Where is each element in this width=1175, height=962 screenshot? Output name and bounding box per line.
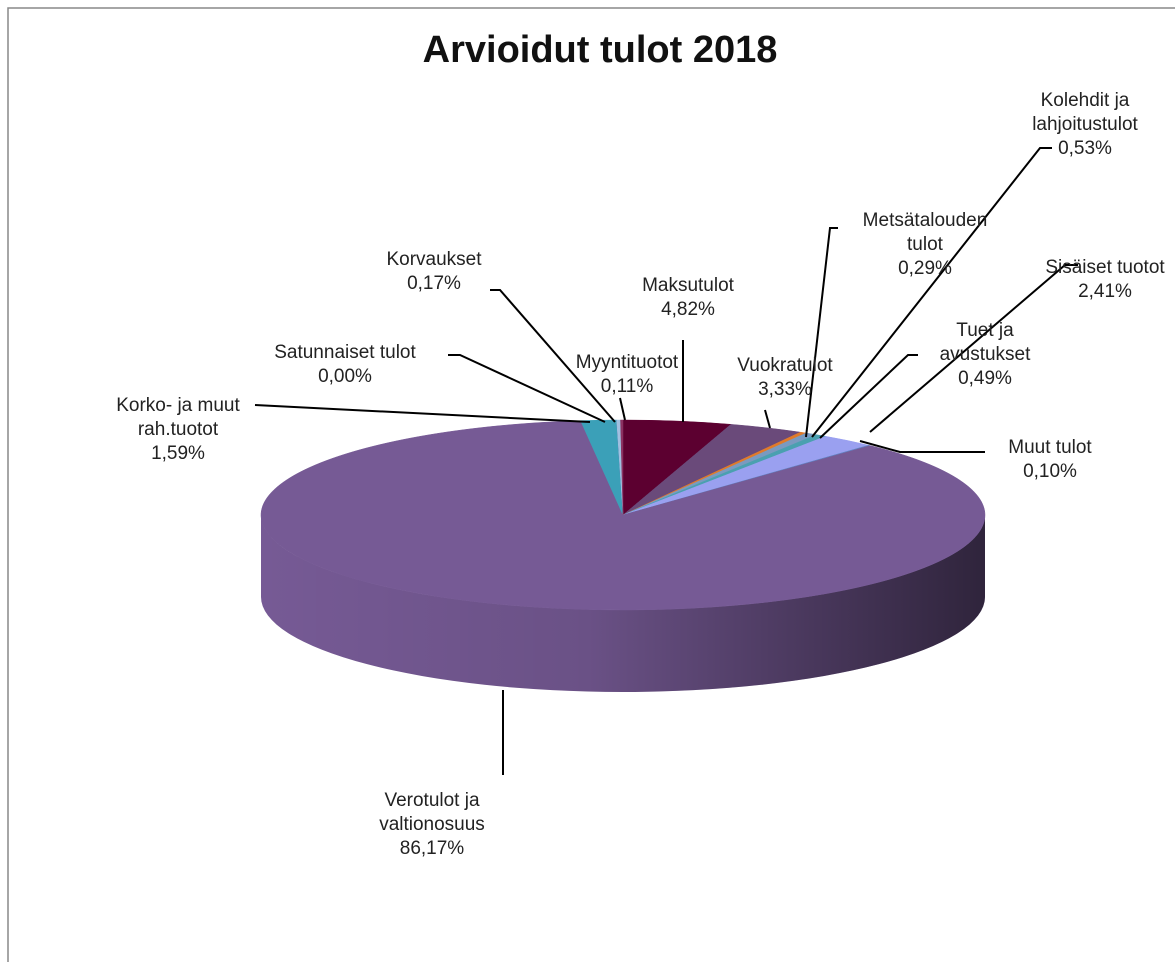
- value-label: 0,10%: [1023, 461, 1077, 482]
- slice-label: Muut tulot 0,10%: [975, 436, 1125, 484]
- category-label: Metsätalouden tulot: [862, 210, 988, 255]
- chart-title: Arvioidut tulot 2018: [423, 29, 778, 71]
- value-label: 0,49%: [958, 368, 1012, 389]
- slice-label: Metsätalouden tulot 0,29%: [845, 209, 1005, 281]
- leader-line: [859, 440, 985, 453]
- slice-label: Korko- ja muut rah.tuotot 1,59%: [91, 394, 266, 466]
- value-label: 4,82%: [661, 299, 715, 320]
- category-label: Muut tulot: [1008, 437, 1092, 458]
- value-label: 0,17%: [407, 273, 461, 294]
- category-label: Korko- ja muut rah.tuotot: [116, 395, 240, 440]
- leader-line: [819, 354, 918, 439]
- value-label: 86,17%: [399, 838, 465, 859]
- leader-line: [805, 227, 838, 438]
- frame: [7, 7, 1175, 962]
- value-label: 0,53%: [1058, 138, 1112, 159]
- category-label: Vuokratulot: [737, 355, 833, 376]
- leader-line: [869, 264, 1078, 433]
- slice: [260, 420, 986, 611]
- leader-line: [254, 404, 591, 423]
- value-label: 1,59%: [151, 443, 205, 464]
- value-label: 2,41%: [1078, 281, 1132, 302]
- category-label: Maksutulot: [642, 275, 734, 296]
- value-label: 3,33%: [758, 379, 812, 400]
- category-label: Sisäiset tuotot: [1045, 257, 1165, 278]
- value-label: 0,00%: [318, 366, 372, 387]
- slice-label: Sisäiset tuotot 2,41%: [1030, 256, 1175, 304]
- category-label: Myyntituotot: [575, 352, 679, 373]
- category-label: Verotulot ja valtionosuus: [379, 790, 485, 835]
- slice-label: Satunnaiset tulot 0,00%: [235, 341, 455, 389]
- slice-label: Maksutulot 4,82%: [588, 274, 788, 322]
- value-label: 0,11%: [600, 376, 654, 397]
- category-label: Tuet ja avustukset: [939, 320, 1031, 365]
- slice: [620, 419, 624, 516]
- slice-label: Verotulot ja valtionosuus 86,17%: [350, 789, 515, 861]
- category-label: Kolehdit ja lahjoitustulot: [1032, 90, 1138, 135]
- leader-line: [448, 354, 606, 423]
- slice-label: Korvaukset 0,17%: [359, 248, 509, 296]
- slice-label: Myyntituotot 0,11%: [527, 351, 727, 399]
- category-label: Korvaukset: [386, 249, 482, 270]
- leader-line: [619, 397, 626, 421]
- leader-line: [490, 289, 616, 423]
- category-label: Satunnaiset tulot: [274, 342, 416, 363]
- leader-line: [764, 409, 771, 429]
- slice-label: Vuokratulot 3,33%: [685, 354, 885, 402]
- slice-label: Tuet ja avustukset 0,49%: [928, 319, 1043, 391]
- slice-label: Kolehdit ja lahjoitustulot 0,53%: [1010, 89, 1160, 161]
- leader-line: [811, 147, 1052, 438]
- side-shade: [261, 515, 985, 692]
- value-label: 0,29%: [898, 258, 952, 279]
